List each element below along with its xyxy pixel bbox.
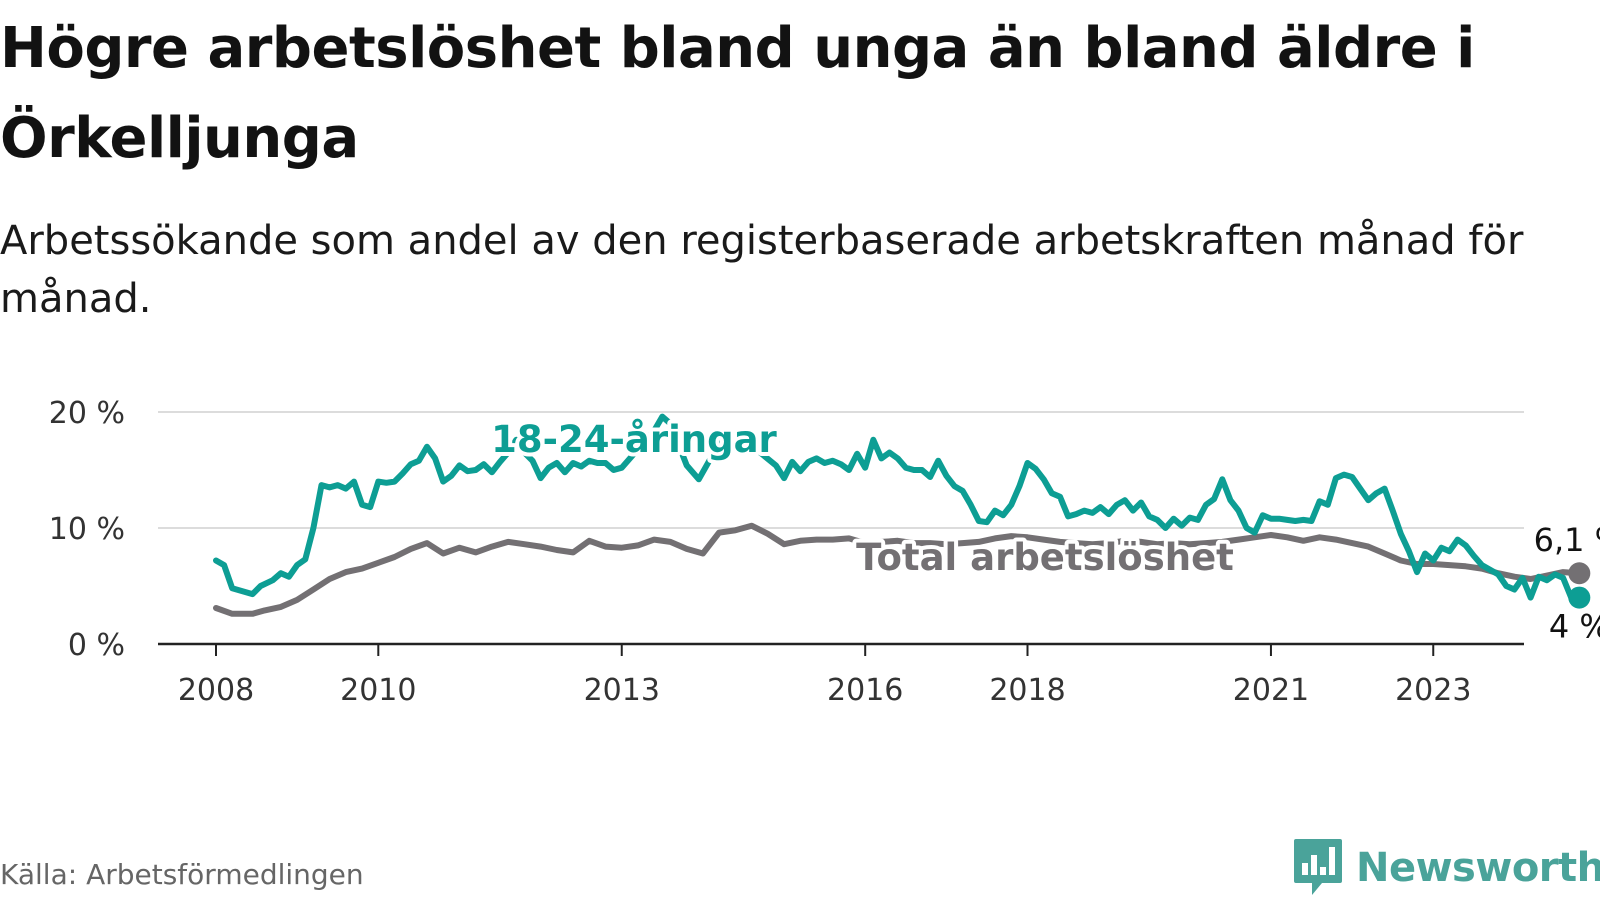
newsworthy-logo-icon (1294, 839, 1342, 895)
x-tick-label: 2021 (1233, 673, 1309, 708)
brand-name: Newsworthy (1356, 845, 1600, 891)
x-tick-label: 2018 (989, 673, 1065, 708)
x-tick-label: 2023 (1395, 673, 1471, 708)
y-axis-ticks: 0 % 10 % 20 % (49, 396, 125, 663)
gridlines (158, 411, 1524, 646)
chart-title: Högre arbetslöshet bland unga än bland ä… (0, 16, 1475, 171)
x-tick-label: 2008 (178, 673, 254, 708)
end-point-total (1568, 562, 1591, 585)
x-tick-label: 2010 (340, 673, 416, 708)
y-tick-label: 20 % (49, 396, 125, 431)
y-tick-label: 10 % (49, 512, 125, 547)
y-tick-label: 0 % (68, 628, 125, 663)
series-label-total-halo: Total arbetslöshet (856, 536, 1234, 579)
series-lines (213, 413, 1591, 617)
x-tick-label: 2016 (827, 673, 903, 708)
x-tick-label: 2013 (584, 673, 660, 708)
series-label-total-text: Total arbetslöshet (856, 536, 1234, 579)
chart-subtitle: Arbetssökande som andel av den registerb… (0, 218, 1524, 322)
end-label-youth: 4 % (1549, 608, 1600, 646)
end-label-total: 6,1 % (1534, 521, 1600, 559)
source-note: Källa: Arbetsförmedlingen (0, 858, 364, 891)
series-line-youth (213, 413, 1583, 601)
series-label-youth-halo: 18-24-åringar (491, 418, 777, 461)
series-line-total (213, 522, 1583, 617)
newsworthy-brand: Newsworthy (1292, 836, 1600, 900)
x-axis-ticks: 2008 2010 2013 2016 2018 2021 2023 (178, 644, 1471, 708)
end-point-youth (1568, 586, 1591, 609)
series-label-youth-text: 18-24-åringar (491, 418, 777, 461)
